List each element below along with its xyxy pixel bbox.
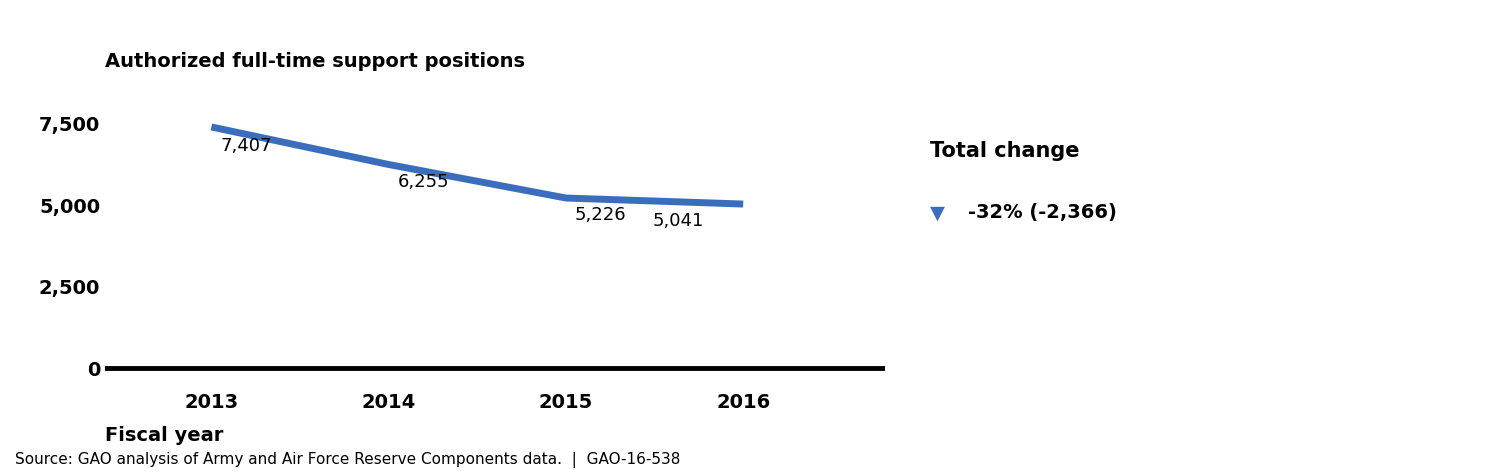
Text: 5,041: 5,041 [652,211,704,229]
Text: 7,407: 7,407 [220,137,272,155]
Text: 5,226: 5,226 [574,205,627,224]
Text: -32% (-2,366): -32% (-2,366) [968,203,1116,222]
X-axis label: Fiscal year: Fiscal year [105,426,224,445]
Text: Authorized full-time support positions: Authorized full-time support positions [105,52,525,71]
Text: Total change: Total change [930,141,1080,161]
Text: 6,255: 6,255 [398,173,448,191]
Text: Source: GAO analysis of Army and Air Force Reserve Components data.  |  GAO-16-5: Source: GAO analysis of Army and Air For… [15,452,681,468]
Text: ▼: ▼ [930,203,945,222]
